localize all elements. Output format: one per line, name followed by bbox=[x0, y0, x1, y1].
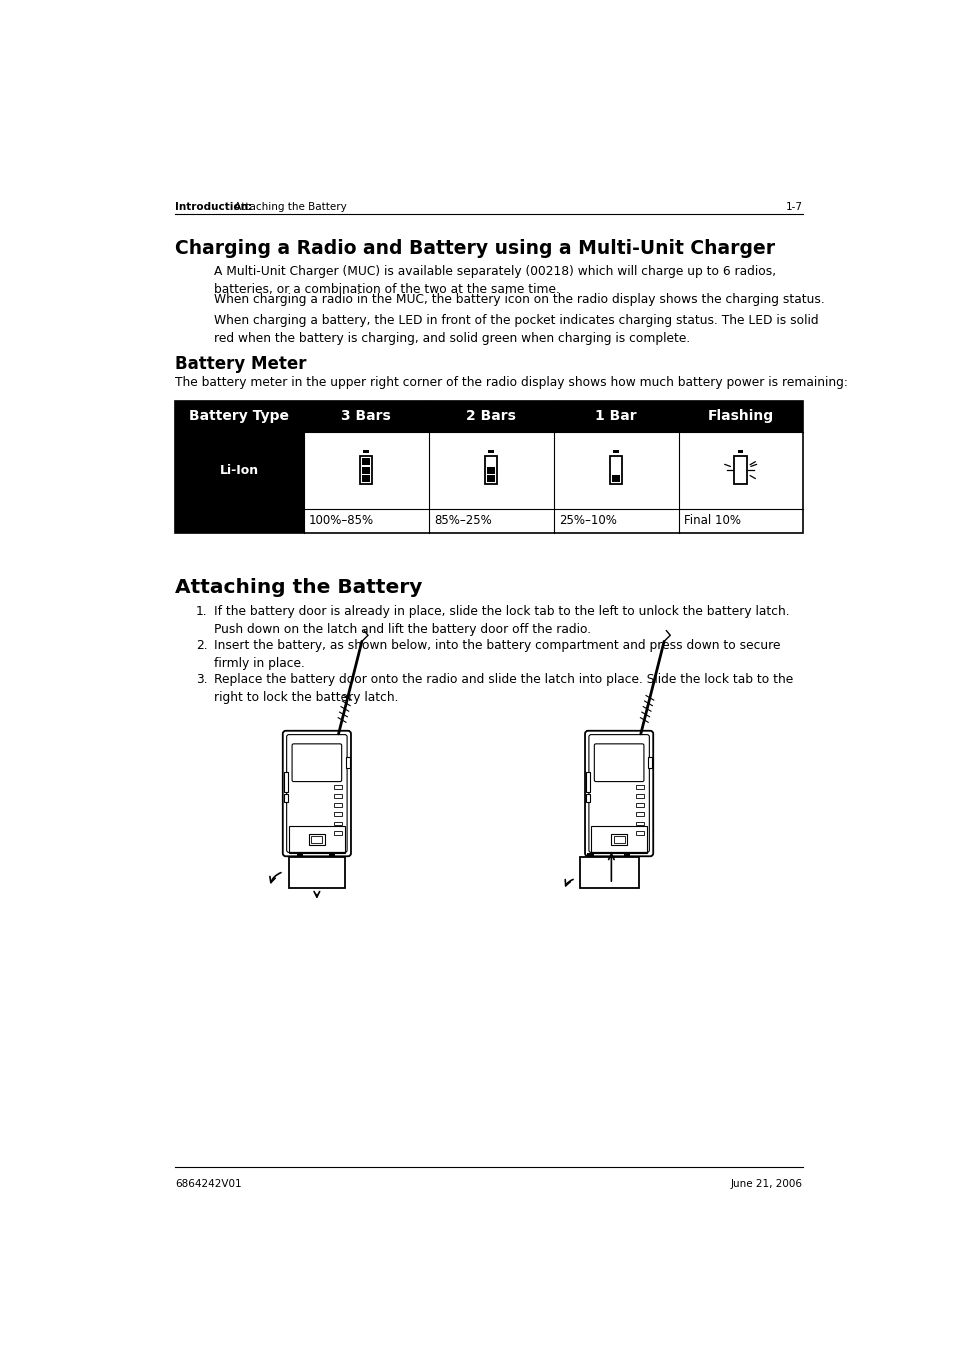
Bar bbox=[334, 831, 341, 835]
Text: The battery meter in the upper right corner of the radio display shows how much : The battery meter in the upper right cor… bbox=[174, 376, 847, 389]
Bar bbox=[636, 821, 643, 825]
Bar bbox=[636, 831, 643, 835]
Text: Li-Ion: Li-Ion bbox=[219, 463, 258, 477]
Bar bbox=[428, 508, 553, 534]
Text: Attaching the Battery: Attaching the Battery bbox=[174, 578, 422, 597]
Bar bbox=[486, 466, 495, 474]
Bar bbox=[609, 457, 621, 484]
Bar bbox=[428, 431, 553, 508]
Bar bbox=[623, 854, 629, 857]
Bar bbox=[734, 457, 746, 484]
Bar bbox=[289, 857, 344, 888]
Bar bbox=[283, 794, 288, 801]
Bar bbox=[309, 834, 324, 846]
Text: Charging a Radio and Battery using a Multi-Unit Charger: Charging a Radio and Battery using a Mul… bbox=[174, 239, 775, 258]
Text: 2.: 2. bbox=[195, 639, 208, 651]
Bar bbox=[283, 773, 288, 792]
Bar bbox=[303, 431, 428, 508]
Bar bbox=[334, 794, 341, 797]
Bar bbox=[636, 785, 643, 789]
FancyBboxPatch shape bbox=[282, 731, 351, 857]
Text: Attaching the Battery: Attaching the Battery bbox=[231, 203, 346, 212]
Bar bbox=[647, 757, 652, 769]
Text: 1-7: 1-7 bbox=[785, 203, 802, 212]
Text: June 21, 2006: June 21, 2006 bbox=[730, 1178, 802, 1189]
Bar bbox=[361, 466, 370, 474]
Text: Battery Type: Battery Type bbox=[190, 409, 289, 423]
Bar bbox=[613, 836, 624, 843]
FancyBboxPatch shape bbox=[292, 744, 341, 782]
Bar bbox=[585, 773, 590, 792]
Bar bbox=[486, 474, 495, 482]
Bar bbox=[636, 812, 643, 816]
Bar bbox=[329, 854, 335, 857]
Text: Introduction:: Introduction: bbox=[174, 203, 252, 212]
Bar bbox=[289, 827, 344, 854]
Bar bbox=[361, 458, 370, 465]
Text: 2 Bars: 2 Bars bbox=[466, 409, 516, 423]
Bar bbox=[334, 802, 341, 807]
Bar bbox=[334, 821, 341, 825]
Bar bbox=[334, 812, 341, 816]
Text: 25%–10%: 25%–10% bbox=[558, 515, 617, 527]
Bar bbox=[591, 827, 646, 854]
Bar bbox=[585, 794, 590, 801]
FancyBboxPatch shape bbox=[584, 731, 653, 857]
Text: Battery Meter: Battery Meter bbox=[174, 354, 306, 373]
Bar bbox=[484, 457, 497, 484]
Bar bbox=[678, 431, 802, 508]
Bar bbox=[359, 457, 372, 484]
Text: 1.: 1. bbox=[195, 605, 208, 617]
Bar bbox=[738, 450, 742, 453]
Text: A Multi-Unit Charger (MUC) is available separately (00218) which will charge up : A Multi-Unit Charger (MUC) is available … bbox=[213, 265, 775, 296]
Bar bbox=[579, 857, 639, 888]
Bar bbox=[636, 794, 643, 797]
Bar bbox=[636, 802, 643, 807]
Bar bbox=[361, 474, 370, 482]
Text: Insert the battery, as shown below, into the battery compartment and press down : Insert the battery, as shown below, into… bbox=[213, 639, 780, 670]
Bar bbox=[678, 508, 802, 534]
Bar bbox=[488, 450, 494, 453]
Text: When charging a battery, the LED in front of the pocket indicates charging statu: When charging a battery, the LED in fron… bbox=[213, 313, 818, 345]
Text: When charging a radio in the MUC, the battery icon on the radio display shows th: When charging a radio in the MUC, the ba… bbox=[213, 293, 823, 307]
Text: Final 10%: Final 10% bbox=[683, 515, 740, 527]
Bar bbox=[334, 785, 341, 789]
Text: 3 Bars: 3 Bars bbox=[341, 409, 391, 423]
Bar bbox=[553, 508, 678, 534]
Bar bbox=[296, 854, 303, 857]
Text: 3.: 3. bbox=[195, 673, 208, 685]
Bar bbox=[311, 836, 322, 843]
Bar bbox=[345, 757, 350, 769]
Text: If the battery door is already in place, slide the lock tab to the left to unloc: If the battery door is already in place,… bbox=[213, 605, 788, 636]
Bar bbox=[174, 401, 802, 534]
Text: Flashing: Flashing bbox=[707, 409, 773, 423]
Bar bbox=[363, 450, 369, 453]
Bar bbox=[174, 401, 802, 534]
Text: 85%–25%: 85%–25% bbox=[434, 515, 492, 527]
Bar bbox=[611, 474, 619, 482]
Bar bbox=[611, 834, 626, 846]
Bar bbox=[553, 431, 678, 508]
FancyBboxPatch shape bbox=[594, 744, 643, 782]
Text: 1 Bar: 1 Bar bbox=[595, 409, 637, 423]
Bar bbox=[587, 854, 593, 857]
Text: 100%–85%: 100%–85% bbox=[309, 515, 374, 527]
Text: 6864242V01: 6864242V01 bbox=[174, 1178, 241, 1189]
Bar bbox=[613, 450, 618, 453]
Text: Replace the battery door onto the radio and slide the latch into place. Slide th: Replace the battery door onto the radio … bbox=[213, 673, 792, 704]
Bar bbox=[303, 508, 428, 534]
